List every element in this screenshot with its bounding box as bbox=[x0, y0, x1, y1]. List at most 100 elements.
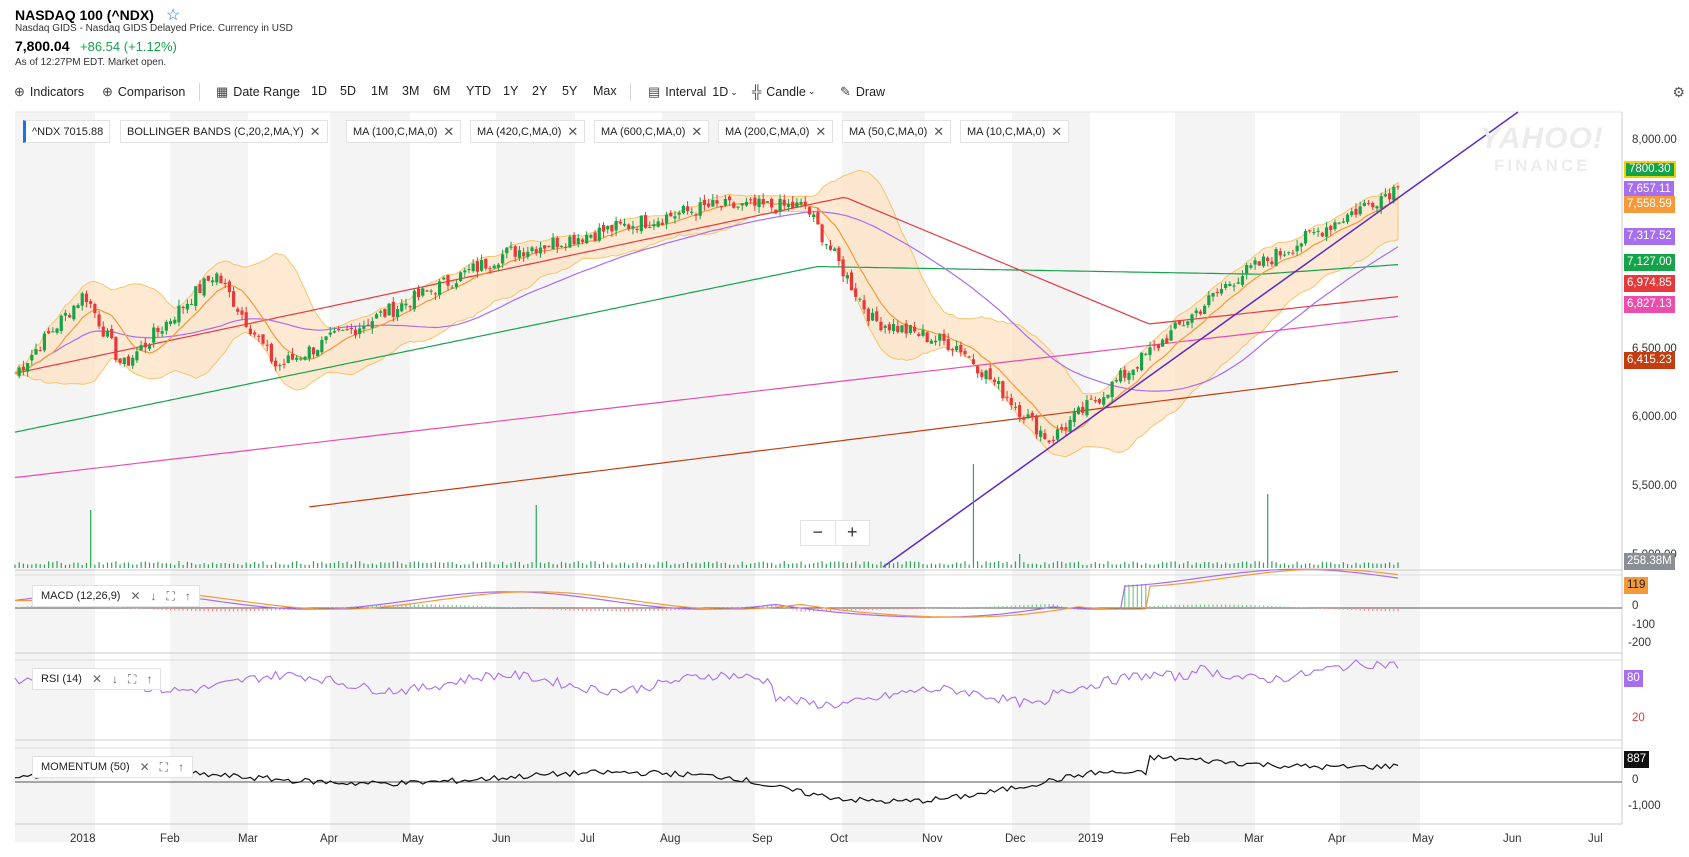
legend-tag-ma10[interactable]: MA (10,C,MA,0) ✕ bbox=[960, 120, 1070, 143]
close-icon[interactable]: ✕ bbox=[1051, 123, 1063, 139]
macd-histogram-bar bbox=[1006, 605, 1008, 608]
macd-histogram-bar bbox=[165, 608, 167, 611]
price-chart[interactable] bbox=[0, 104, 1689, 844]
macd-histogram-bar bbox=[569, 608, 571, 611]
symbol-title: NASDAQ 100 (^NDX) bbox=[15, 7, 154, 23]
close-icon[interactable]: ✕ bbox=[933, 123, 945, 139]
arrow-up-icon[interactable]: ↑ bbox=[146, 672, 153, 686]
macd-histogram-bar bbox=[909, 608, 911, 609]
legend-tag-ma50[interactable]: MA (50,C,MA,0) ✕ bbox=[842, 120, 952, 143]
gear-icon[interactable]: ⚙ bbox=[1672, 84, 1685, 100]
candle bbox=[622, 223, 627, 226]
range-1m[interactable]: 1M bbox=[371, 84, 389, 98]
rsi-tag[interactable]: RSI (14) ✕ ↓ ⛶ ↑ bbox=[32, 668, 162, 690]
comparison-button[interactable]: ⊕ Comparison bbox=[102, 84, 186, 99]
volume-bar bbox=[1384, 563, 1386, 568]
volume-bar bbox=[1014, 561, 1017, 568]
volume-bar bbox=[1397, 562, 1399, 568]
close-icon[interactable]: ✕ bbox=[139, 760, 150, 774]
candle bbox=[719, 205, 723, 208]
range-1d[interactable]: 1D bbox=[311, 84, 327, 98]
range-3m[interactable]: 3M bbox=[402, 84, 420, 98]
arrow-up-icon[interactable]: ↑ bbox=[178, 760, 185, 774]
candle bbox=[1312, 232, 1316, 234]
draw-button[interactable]: ✎ Draw bbox=[840, 84, 886, 99]
volume-bar bbox=[447, 561, 449, 568]
range-1y[interactable]: 1Y bbox=[503, 84, 519, 98]
macd-tag[interactable]: MACD (12,26,9) ✕ ↓ ⛶ ↑ bbox=[32, 585, 200, 607]
candle bbox=[30, 354, 34, 361]
legend-tag-symbol[interactable]: ^NDX 7015.88 bbox=[23, 120, 111, 143]
momentum-tag[interactable]: MOMENTUM (50) ✕ ⛶ ↑ bbox=[32, 756, 194, 778]
close-icon[interactable]: ✕ bbox=[130, 589, 141, 603]
macd-histogram-bar bbox=[607, 608, 609, 612]
macd-histogram-bar bbox=[850, 608, 853, 611]
zoom-control: − + bbox=[800, 520, 870, 546]
expand-icon[interactable]: ⛶ bbox=[166, 588, 175, 603]
candle bbox=[320, 339, 324, 353]
range-5y[interactable]: 5Y bbox=[562, 84, 578, 98]
expand-icon[interactable]: ⛶ bbox=[159, 759, 169, 774]
candle bbox=[299, 358, 303, 360]
month-stripe bbox=[496, 112, 575, 842]
x-axis-label: Aug bbox=[660, 833, 681, 845]
volume-bar bbox=[1351, 564, 1353, 568]
indicators-button[interactable]: ⊕ Indicators bbox=[14, 84, 85, 99]
macd-histogram-bar bbox=[977, 606, 979, 608]
close-icon[interactable]: ✕ bbox=[309, 123, 321, 139]
range-max[interactable]: Max bbox=[593, 84, 617, 98]
legend-tag-ma600[interactable]: MA (600,C,MA,0) ✕ bbox=[594, 120, 710, 143]
candle bbox=[1232, 285, 1236, 287]
close-icon[interactable]: ✕ bbox=[691, 123, 703, 139]
legend-tag-ma200[interactable]: MA (200,C,MA,0) ✕ bbox=[718, 120, 834, 143]
close-icon[interactable]: ✕ bbox=[443, 123, 455, 139]
candle bbox=[917, 333, 921, 336]
page-title: NASDAQ 100 (^NDX) ☆ bbox=[15, 5, 180, 25]
legend-tag-bollinger[interactable]: BOLLINGER BANDS (C,20,2,MA,Y) ✕ bbox=[120, 120, 328, 143]
volume-bar bbox=[333, 562, 336, 568]
volume-bar bbox=[1157, 563, 1159, 568]
zoom-out-button[interactable]: − bbox=[801, 521, 836, 545]
macd-histogram-bar bbox=[140, 608, 142, 609]
macd-histogram-bar bbox=[1279, 606, 1281, 608]
volume-bar bbox=[817, 562, 819, 568]
arrow-up-icon[interactable]: ↑ bbox=[184, 589, 191, 603]
candle bbox=[593, 232, 597, 241]
close-icon[interactable]: ✕ bbox=[815, 123, 827, 139]
volume-bar bbox=[1254, 561, 1256, 568]
zoom-in-button[interactable]: + bbox=[846, 522, 858, 542]
volume-bar bbox=[674, 563, 676, 568]
chart-type-dropdown[interactable]: ╬ Candle ⌄ bbox=[752, 84, 816, 99]
candle bbox=[849, 272, 854, 291]
range-6m[interactable]: 6M bbox=[433, 84, 451, 98]
volume-bar bbox=[384, 562, 386, 568]
star-icon[interactable]: ☆ bbox=[165, 7, 181, 24]
range-2y[interactable]: 2Y bbox=[532, 84, 548, 98]
macd-histogram-bar bbox=[729, 607, 731, 608]
close-icon[interactable]: ✕ bbox=[567, 123, 579, 139]
macd-histogram-bar bbox=[590, 608, 592, 612]
range-5d[interactable]: 5D bbox=[340, 84, 356, 98]
arrow-down-icon[interactable]: ↓ bbox=[112, 672, 119, 686]
x-axis-label: Mar bbox=[238, 833, 258, 845]
macd-histogram-bar bbox=[653, 608, 655, 611]
volume-bar bbox=[1111, 564, 1113, 568]
candle bbox=[1114, 380, 1118, 382]
volume-bar bbox=[808, 563, 811, 568]
interval-dropdown[interactable]: ▤ Interval 1D ⌄ bbox=[648, 84, 738, 99]
macd-histogram-bar bbox=[106, 606, 109, 608]
legend-tag-ma420[interactable]: MA (420,C,MA,0) ✕ bbox=[470, 120, 586, 143]
candle bbox=[446, 275, 450, 286]
candle bbox=[194, 286, 198, 306]
range-ytd[interactable]: YTD bbox=[466, 84, 491, 98]
expand-icon[interactable]: ⛶ bbox=[128, 671, 137, 686]
volume-bar bbox=[350, 564, 352, 568]
volume-bar bbox=[1346, 564, 1349, 568]
close-icon[interactable]: ✕ bbox=[91, 672, 103, 686]
volume-bar bbox=[190, 562, 193, 568]
arrow-down-icon[interactable]: ↓ bbox=[150, 589, 157, 603]
volume-bar bbox=[443, 562, 445, 568]
date-range-button[interactable]: ▦ Date Range bbox=[216, 84, 301, 99]
volume-bar bbox=[426, 562, 428, 568]
legend-tag-ma100[interactable]: MA (100,C,MA,0) ✕ bbox=[346, 120, 462, 143]
